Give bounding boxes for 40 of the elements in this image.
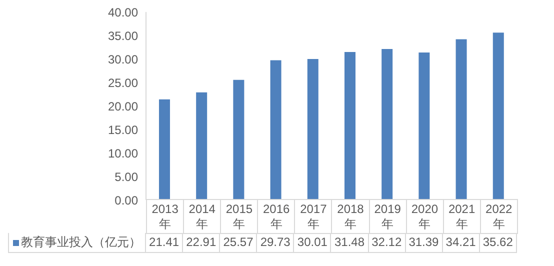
data-label: 22.91 (183, 233, 220, 253)
x-tick-label: 2017年 (295, 200, 332, 234)
x-tick-label: 2022年 (480, 200, 518, 234)
legend-label: 教育事业投入（亿元） (21, 235, 141, 250)
data-label: 31.48 (331, 233, 369, 253)
x-tick-label: 2013年 (147, 200, 184, 234)
x-tick-label: 2016年 (258, 200, 296, 234)
x-tick-label: 2015年 (221, 200, 258, 234)
x-tick-label: 2021年 (444, 200, 481, 234)
data-label: 34.21 (442, 233, 480, 253)
y-tick-label: 30.00 (108, 52, 138, 66)
data-label: 30.01 (294, 233, 332, 253)
y-tick-label: 10.00 (108, 146, 138, 160)
x-tick-label: 2020年 (406, 200, 444, 234)
bar (382, 49, 393, 200)
bar (344, 52, 356, 200)
data-label: 31.39 (406, 233, 443, 253)
y-tick-label: 40.00 (108, 5, 138, 20)
data-label: 21.41 (146, 233, 184, 253)
bar (307, 58, 318, 200)
x-tick-label: 2018年 (332, 200, 370, 234)
data-label: 29.73 (257, 233, 294, 253)
data-label: 25.57 (220, 233, 258, 253)
x-tick-label: 2019年 (370, 200, 407, 234)
bar (270, 60, 282, 200)
y-tick-label: 25.00 (108, 76, 138, 90)
bar (456, 39, 467, 200)
y-tick-label: 35.00 (108, 28, 138, 43)
x-tick-label: 2014年 (184, 200, 222, 234)
bar (196, 92, 208, 200)
bar (418, 52, 430, 200)
data-label: 35.62 (480, 233, 517, 253)
bar (158, 99, 170, 200)
bar (492, 32, 504, 200)
y-tick-label: 20.00 (108, 99, 138, 114)
bar (233, 80, 244, 200)
y-tick-label: 5.00 (114, 170, 138, 184)
y-tick-label: 15.00 (108, 122, 138, 137)
y-tick-label: 0.00 (114, 193, 138, 208)
data-label: 32.12 (368, 233, 406, 253)
